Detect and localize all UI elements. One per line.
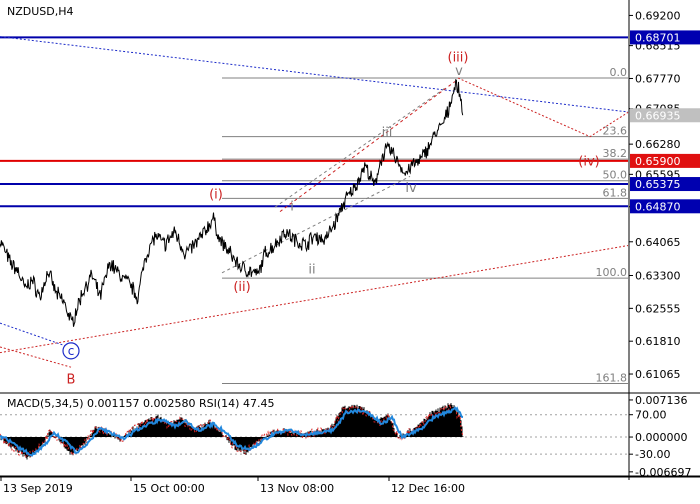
trendline-channel-upper-gray [274,87,446,208]
symbol-label: NZDUSD,H4 [7,5,74,18]
price-tick-label: 0.63300 [635,270,681,283]
trendline-forecast-iv [457,77,629,138]
time-tick-label: 12 Dec 16:00 [391,482,465,495]
wave-label: v [455,64,463,79]
macd-label: MACD(5,34,5) 0.001157 0.002580 RSI(14) 4… [7,397,274,410]
fib-level-label: 100.0 [596,266,628,279]
rsi-line [0,404,464,458]
level-tag-label: 0.64870 [635,200,681,213]
wave-c-circle [62,342,80,360]
wave-label: i [290,199,294,214]
level-tag-bg [630,108,700,123]
trendline-upper-blue-dotted [0,36,629,113]
level-tag-label: 0.68701 [635,31,681,44]
price-tick-label: 0.67770 [635,72,681,85]
indicator-tick-label: 0.000000 [635,431,688,444]
price-tick-label: 0.64065 [635,236,681,249]
indicator-panel [0,392,700,478]
trendline-channel-red-upper [279,81,456,212]
indicator-tick-label: 70.00 [635,409,667,422]
indicator-tick-label: -0.006697 [635,466,691,479]
level-tag-label: 0.65375 [635,178,681,191]
wave-label: ii [308,262,315,277]
fib-level-label: 0.0 [610,66,628,79]
price-tick-label: 0.66280 [635,138,681,151]
wave-label: (ii) [233,280,250,295]
wave-label: (iii) [448,51,469,66]
price-tick-label: 0.61065 [635,368,681,381]
price-panel: 0.0 23.6 38.2 50.0 61.8 100.0 161.8 (i) (ii) (iii… [0,36,629,388]
level-tag-bg [630,177,700,192]
level-tag-bg [630,199,700,214]
wave-label: (i) [209,187,223,202]
wave-label: B [67,373,76,388]
level-tag-bg [630,153,700,168]
price-tick-label: 0.69200 [635,9,681,22]
price-tick-label: 0.62555 [635,302,681,315]
time-tick-label: 15 Oct 00:00 [133,482,205,495]
wave-label: iv [405,181,417,196]
trendline-channel-lower-gray [221,175,411,274]
indicator-tick-label: -30.00 [635,448,670,461]
fib-level-label: 38.2 [603,147,628,160]
wave-label: iii [382,126,393,141]
level-tag-label: 0.65900 [635,155,681,168]
trendline-red-dotted-from-b [0,346,72,368]
macd-signal-line [0,406,464,457]
price-tick-label: 0.61810 [635,335,681,348]
level-tag-label: 0.66935 [635,109,681,122]
time-tick-label: 13 Nov 08:00 [260,482,334,495]
level-tag-bg [630,30,700,45]
time-tick-label: 13 Sep 2019 [3,482,73,495]
fib-level-label: 50.0 [603,169,628,182]
fib-level-label: 23.6 [603,125,628,138]
indicator-tick-label: 0.007136 [635,394,688,407]
trendline-blue-dotted-to-c [0,322,72,349]
fib-level-label: 161.8 [596,372,628,385]
fib-level-label: 61.8 [603,186,628,199]
price-series-line [0,78,464,327]
wave-label: (iv) [578,154,599,169]
wave-label-c: c [68,344,75,358]
